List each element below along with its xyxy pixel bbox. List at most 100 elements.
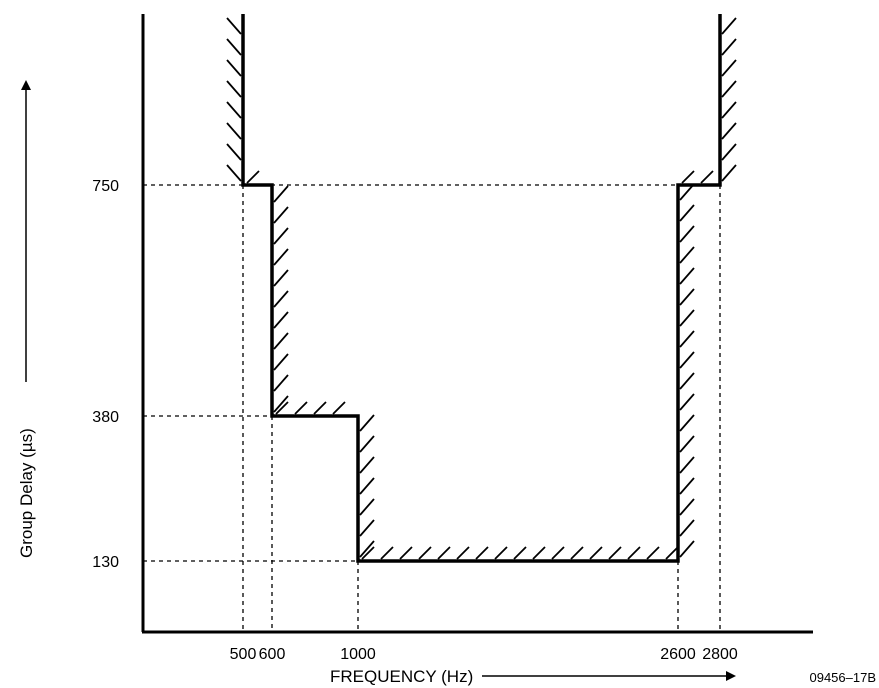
hatch-mark: [294, 401, 308, 415]
hatch-marks: [226, 17, 737, 560]
hatch-mark: [226, 59, 242, 77]
hatch-segment-5: [361, 546, 679, 560]
x-tick-label: 1000: [340, 646, 376, 663]
hatch-mark: [273, 227, 289, 245]
hatch-mark: [359, 435, 375, 453]
hatch-mark: [721, 122, 737, 140]
hatch-mark: [679, 309, 695, 327]
hatch-mark: [551, 546, 565, 560]
hatch-mark: [273, 269, 289, 287]
hatch-mark: [226, 17, 242, 35]
x-axis-label: FREQUENCY (Hz): [330, 667, 473, 686]
hatch-mark: [273, 185, 289, 203]
x-axis-label-group: FREQUENCY (Hz): [330, 667, 736, 686]
hatch-mark: [359, 498, 375, 516]
hatch-mark: [679, 498, 695, 516]
x-tick-labels: 500 600 1000 2600 2800: [230, 646, 738, 663]
hatch-mark: [665, 546, 679, 560]
hatch-mark: [532, 546, 546, 560]
hatch-mark: [313, 401, 327, 415]
hatch-mark: [679, 372, 695, 390]
hatch-mark: [679, 204, 695, 222]
hatch-mark: [494, 546, 508, 560]
hatch-mark: [679, 225, 695, 243]
hatch-mark: [679, 288, 695, 306]
hatch-mark: [273, 332, 289, 350]
hatch-mark: [679, 477, 695, 495]
hatch-mark: [456, 546, 470, 560]
x-tick-label: 2600: [660, 646, 696, 663]
hatch-mark: [359, 477, 375, 495]
hatch-mark: [226, 101, 242, 119]
hatch-mark: [646, 546, 660, 560]
hatch-mark: [273, 374, 289, 392]
hatch-mark: [721, 17, 737, 35]
hatch-mark: [721, 59, 737, 77]
hatch-mark: [679, 519, 695, 537]
hatch-mark: [226, 164, 242, 182]
hatch-mark: [246, 170, 260, 184]
hatch-mark: [226, 38, 242, 56]
hatch-mark: [399, 546, 413, 560]
hatch-mark: [273, 395, 289, 413]
hatch-mark: [721, 101, 737, 119]
hatch-mark: [418, 546, 432, 560]
hatch-segment-6: [679, 183, 695, 558]
hatch-mark: [679, 246, 695, 264]
hatch-mark: [513, 546, 527, 560]
hatch-mark: [721, 38, 737, 56]
hatch-mark: [359, 414, 375, 432]
y-tick-label: 750: [92, 178, 119, 195]
hatch-mark: [273, 206, 289, 224]
hatch-segment-7: [681, 170, 714, 184]
hatch-mark: [589, 546, 603, 560]
hatch-mark: [359, 456, 375, 474]
delay-limit-boundary: [241, 14, 722, 563]
hatch-mark: [359, 540, 375, 558]
hatch-mark: [679, 456, 695, 474]
x-tick-label: 600: [259, 646, 286, 663]
hatch-mark: [721, 164, 737, 182]
hatch-mark: [273, 248, 289, 266]
hatch-mark: [627, 546, 641, 560]
hatch-segment-0: [226, 17, 242, 182]
hatch-segment-1: [246, 170, 260, 184]
hatch-mark: [273, 353, 289, 371]
hatch-mark: [700, 170, 714, 184]
hatch-mark: [332, 401, 346, 415]
hatch-mark: [681, 170, 695, 184]
y-tick-label: 130: [92, 554, 119, 571]
hatch-segment-2: [273, 185, 289, 413]
y-tick-label: 380: [92, 409, 119, 426]
hatch-mark: [273, 290, 289, 308]
hatch-mark: [226, 80, 242, 98]
hatch-segment-3: [275, 401, 346, 415]
hatch-mark: [679, 393, 695, 411]
hatch-mark: [679, 351, 695, 369]
hatch-mark: [679, 540, 695, 558]
hatch-mark: [721, 143, 737, 161]
hatch-mark: [359, 519, 375, 537]
hatch-mark: [679, 435, 695, 453]
hatch-mark: [380, 546, 394, 560]
hatch-mark: [361, 546, 375, 560]
y-axis-label: Group Delay (µs): [17, 428, 36, 558]
hatch-mark: [679, 267, 695, 285]
hatch-mark: [273, 311, 289, 329]
y-tick-labels: 130 380 750: [92, 178, 119, 571]
hatch-mark: [226, 122, 242, 140]
x-tick-label: 500: [230, 646, 257, 663]
hatch-mark: [475, 546, 489, 560]
hatch-mark: [679, 330, 695, 348]
hatch-mark: [275, 401, 289, 415]
y-axis-label-group: Group Delay (µs): [17, 80, 36, 558]
hatch-mark: [608, 546, 622, 560]
hatch-segment-4: [359, 414, 375, 558]
x-tick-label: 2800: [702, 646, 738, 663]
hatch-mark: [226, 143, 242, 161]
figure-id: 09456–17B: [809, 670, 876, 685]
hatch-mark: [437, 546, 451, 560]
hatch-mark: [679, 414, 695, 432]
dashed-guide-lines: [143, 184, 721, 632]
